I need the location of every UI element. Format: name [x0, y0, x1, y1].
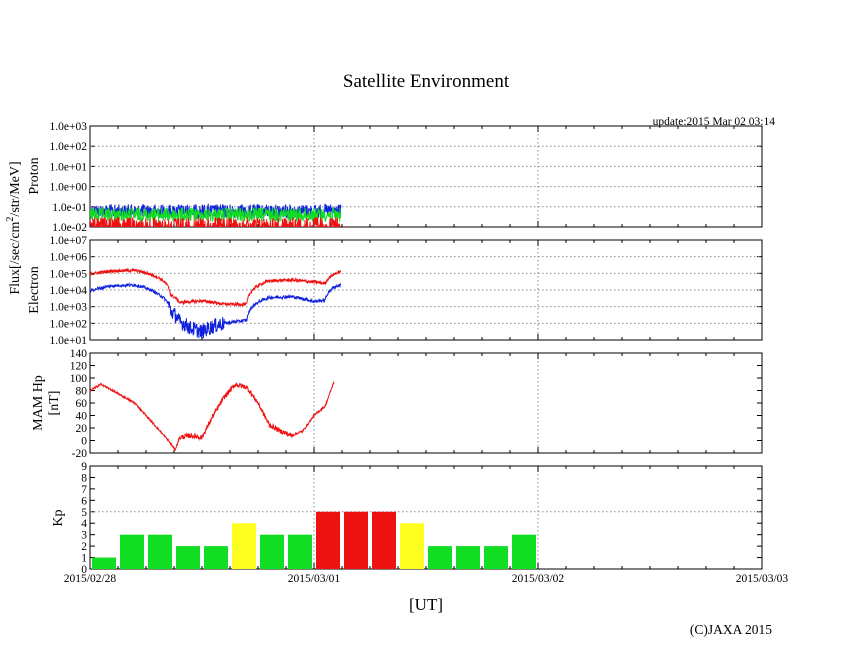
y-tick-label: 1.0e+07 [50, 235, 88, 247]
kp-bar [92, 557, 116, 569]
y-tick-label: 1.0e+04 [50, 285, 88, 297]
y-tick-label: 1.0e+03 [50, 121, 88, 133]
x-tick-label: 2015/03/03 [736, 573, 789, 585]
kp-bar [204, 546, 228, 569]
kp-bar [176, 546, 200, 569]
y-tick-label: 9 [81, 461, 87, 473]
panel-ylabel: Electron [27, 266, 42, 313]
series-line-electron-blue [90, 281, 342, 339]
y-tick-label: 140 [70, 348, 88, 360]
flux-axis-label: Flux[/sec/cm2/str/MeV] [5, 161, 23, 294]
update-timestamp: update:2015 Mar 02 03:14 [653, 116, 776, 128]
y-tick-label: -20 [72, 448, 88, 460]
flux-label-sup: 2 [5, 217, 16, 222]
y-tick-label: 120 [70, 361, 88, 373]
x-tick-label: 2015/02/28 [64, 573, 117, 585]
y-tick-label: 1 [81, 553, 87, 565]
y-tick-label: 1.0e-02 [52, 222, 87, 234]
y-tick-label: 1.0e+03 [50, 302, 88, 314]
y-tick-label: 60 [76, 398, 88, 410]
panel-ylabel: Proton [27, 157, 42, 194]
kp-bar [400, 523, 424, 569]
y-tick-label: 1.0e+02 [50, 318, 88, 330]
kp-bar [484, 546, 508, 569]
y-tick-label: 6 [81, 495, 87, 507]
panel-ylabel: Kp [51, 509, 66, 526]
y-tick-label: 4 [81, 518, 87, 530]
y-tick-label: 8 [81, 472, 87, 484]
kp-bar [232, 523, 256, 569]
y-tick-label: 3 [81, 530, 87, 542]
series-line-hp-red [90, 381, 335, 451]
kp-bar [260, 534, 284, 569]
y-tick-label: 80 [76, 386, 88, 398]
ylabel-line: [nT] [47, 391, 62, 416]
kp-bar [316, 511, 340, 569]
copyright-text: (C)JAXA 2015 [690, 622, 772, 637]
x-tick-label: 2015/03/01 [288, 573, 341, 585]
kp-bar [148, 534, 172, 569]
kp-bar [456, 546, 480, 569]
panel-frame [89, 352, 763, 454]
kp-bar [288, 534, 312, 569]
y-tick-label: 1.0e+01 [50, 335, 88, 347]
panel-electron: 1.0e+01 1.0e+02 1.0e+03 1.0e+04 1.0e+05 1.0e+… [27, 235, 763, 347]
y-tick-label: 1.0e-01 [52, 202, 87, 214]
y-tick-label: 7 [81, 484, 87, 496]
flux-label-rest: /str/MeV] [8, 161, 23, 216]
kp-bar [512, 534, 536, 569]
panel-proton: 1.0e-02 1.0e-01 1.0e+00 1.0e+01 1.0e+02 1.0e+… [27, 121, 763, 234]
kp-bar [120, 534, 144, 569]
y-tick-label: 1.0e+00 [50, 182, 88, 194]
y-tick-label: 100 [70, 373, 88, 385]
kp-bar [428, 546, 452, 569]
y-tick-label: 1.0e+02 [50, 141, 88, 153]
panel-ylabel: MAM Hp[nT] [31, 375, 62, 431]
y-tick-label: 1.0e+06 [50, 252, 88, 264]
panels-group: 1.0e-021.0e-011.0e+001.0e+011.0e+021.0e+… [27, 121, 763, 576]
kp-bar [372, 511, 396, 569]
kp-bar [344, 511, 368, 569]
y-tick-label: 20 [76, 423, 88, 435]
ylabel-line: MAM Hp [31, 375, 46, 431]
y-tick-label: 0 [81, 436, 87, 448]
y-tick-label: 1.0e+05 [50, 268, 88, 280]
series-line-proton-red [90, 216, 342, 227]
y-tick-label: 2 [81, 541, 87, 553]
x-axis-label: [UT] [409, 595, 443, 614]
y-tick-label: 5 [81, 507, 87, 519]
x-tick-label: 2015/03/02 [512, 573, 565, 585]
y-tick-label: 0 [81, 564, 87, 576]
flux-label-main: Flux[/sec/cm [8, 221, 23, 294]
y-tick-label: 1.0e+01 [50, 161, 88, 173]
y-tick-label: 40 [76, 411, 88, 423]
series-line-electron-red [90, 267, 342, 308]
chart-title: Satellite Environment [343, 71, 510, 92]
